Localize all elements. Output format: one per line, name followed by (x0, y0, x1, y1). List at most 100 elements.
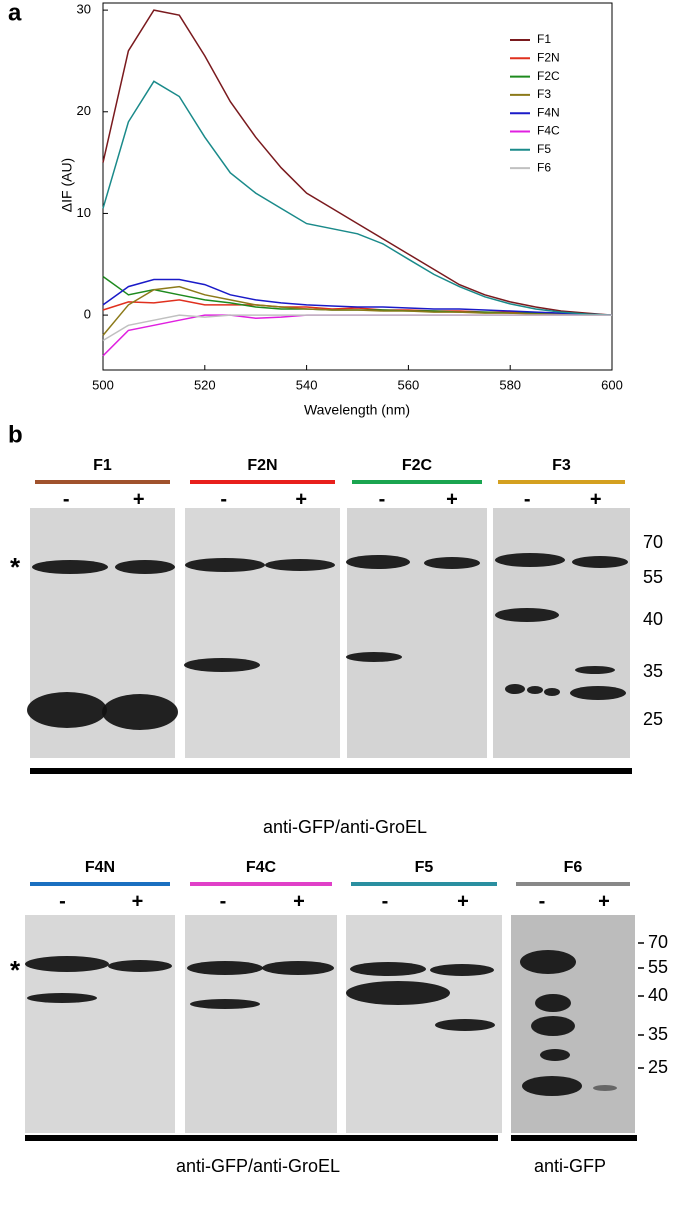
antibody-label: anti-GFP/anti-GroEL (176, 1156, 340, 1176)
lane-sign: + (590, 488, 602, 510)
lane-sign: - (539, 890, 546, 912)
lane-header: F5 (415, 859, 434, 876)
line-series (102, 314, 612, 342)
lane-header: F2C (402, 457, 433, 474)
line-series (102, 9, 613, 316)
lane-header: F1 (93, 457, 112, 474)
y-tick-label: 20 (77, 103, 91, 118)
blot-band (570, 686, 626, 700)
legend-label: F4C (537, 124, 560, 138)
blot-band (435, 1019, 495, 1031)
blot-band (262, 961, 334, 975)
asterisk: * (10, 552, 21, 582)
blot-band (505, 684, 525, 694)
x-tick-label: 520 (194, 377, 216, 392)
legend-label: F3 (537, 87, 551, 101)
blot-band (115, 560, 175, 574)
blot-panel (25, 915, 175, 1133)
y-tick-label: 10 (77, 205, 91, 220)
line-series (102, 285, 612, 336)
y-tick-label: 0 (84, 307, 91, 322)
lane-sign: + (132, 890, 144, 912)
legend-label: F5 (537, 142, 551, 156)
blot-band (265, 559, 335, 571)
size-marker: 25 (648, 1057, 668, 1077)
antibody-label: anti-GFP/anti-GroEL (263, 817, 427, 837)
blot-band (522, 1076, 582, 1096)
blot-band (350, 962, 426, 976)
blot-band (495, 553, 565, 567)
blot-band (540, 1049, 570, 1061)
lane-sign: - (59, 890, 66, 912)
lane-sign: - (379, 488, 386, 510)
line-series (102, 314, 612, 357)
blot-band (27, 993, 97, 1003)
plot-frame (102, 2, 613, 371)
blot-panel (493, 508, 630, 758)
legend-label: F4N (537, 105, 560, 119)
blot-band (102, 694, 178, 730)
x-tick-label: 500 (92, 377, 114, 392)
lane-sign: - (220, 488, 227, 510)
size-marker: 70 (648, 932, 668, 952)
panel-label: a (8, 0, 22, 26)
blot-band (346, 981, 450, 1005)
legend-label: F2C (537, 69, 560, 83)
y-tick-label: 30 (77, 2, 91, 17)
blot-band (346, 555, 410, 569)
blot-band (527, 686, 543, 694)
lane-sign: + (295, 488, 307, 510)
lane-header: F6 (564, 859, 583, 876)
size-marker: 40 (648, 985, 668, 1005)
lane-sign: - (524, 488, 531, 510)
blot-band (346, 652, 402, 662)
asterisk: * (10, 955, 21, 985)
blot-band (575, 666, 615, 674)
line-series (102, 80, 613, 316)
x-tick-label: 580 (499, 377, 521, 392)
size-marker: 40 (643, 609, 663, 629)
x-axis-label: Wavelength (nm) (304, 402, 410, 418)
blot-panel (185, 508, 340, 758)
blot-band (544, 688, 560, 696)
lane-header: F3 (552, 457, 571, 474)
y-axis-label: ΔIF (AU) (59, 158, 75, 212)
blot-band (424, 557, 480, 569)
size-marker: 55 (643, 567, 663, 587)
size-marker: 25 (643, 709, 663, 729)
size-marker: 35 (648, 1024, 668, 1044)
lane-sign: + (446, 488, 458, 510)
blot-band (593, 1085, 617, 1091)
lane-sign: - (220, 890, 227, 912)
blot-band (187, 961, 263, 975)
blot-band (495, 608, 559, 622)
blot-band (25, 956, 109, 972)
blot-band (184, 658, 260, 672)
blot-band (185, 558, 265, 572)
lane-sign: + (293, 890, 305, 912)
blot-panel (347, 508, 487, 758)
blot-band (108, 960, 172, 972)
lane-sign: + (457, 890, 469, 912)
legend-label: F6 (537, 160, 551, 174)
blot-band (531, 1016, 575, 1036)
lane-sign: - (382, 890, 389, 912)
blot-band (27, 692, 107, 728)
x-tick-label: 600 (601, 377, 623, 392)
blot-band (572, 556, 628, 568)
x-tick-label: 560 (398, 377, 420, 392)
lane-sign: + (598, 890, 610, 912)
panel-label: b (8, 421, 23, 448)
size-marker: 35 (643, 661, 663, 681)
lane-sign: - (63, 488, 70, 510)
lane-sign: + (133, 488, 145, 510)
blot-band (520, 950, 576, 974)
lane-header: F4C (246, 859, 277, 876)
legend-label: F2N (537, 50, 560, 64)
blot-band (190, 999, 260, 1009)
lane-header: F2N (247, 457, 277, 474)
legend-label: F1 (537, 32, 551, 46)
size-marker: 70 (643, 532, 663, 552)
antibody-label: anti-GFP (534, 1156, 606, 1176)
